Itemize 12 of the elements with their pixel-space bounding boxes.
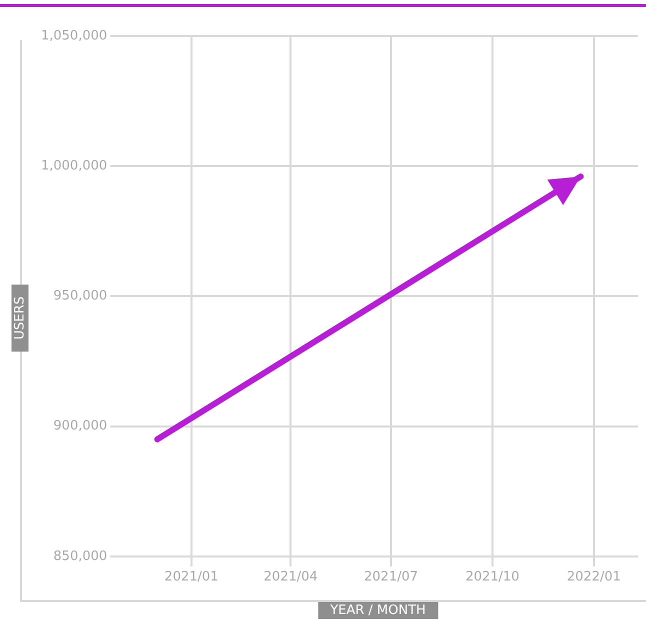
y-tick-label: 1,000,000: [40, 158, 108, 174]
y-tick-label: 950,000: [53, 288, 108, 304]
x-axis-title: YEAR / MONTH: [318, 602, 438, 619]
y-tick-label: 1,050,000: [40, 28, 108, 44]
x-tick-label: 2021/01: [164, 570, 218, 585]
x-tick-label: 2021/10: [465, 570, 520, 585]
x-tick-label: 2021/07: [364, 570, 418, 585]
x-tick-label: 2021/04: [264, 570, 318, 585]
x-tick-label: 2022/01: [566, 570, 621, 585]
y-axis-title: USERS: [12, 284, 28, 352]
y-tick-label: 900,000: [53, 418, 108, 434]
y-tick-label: 850,000: [53, 548, 108, 564]
